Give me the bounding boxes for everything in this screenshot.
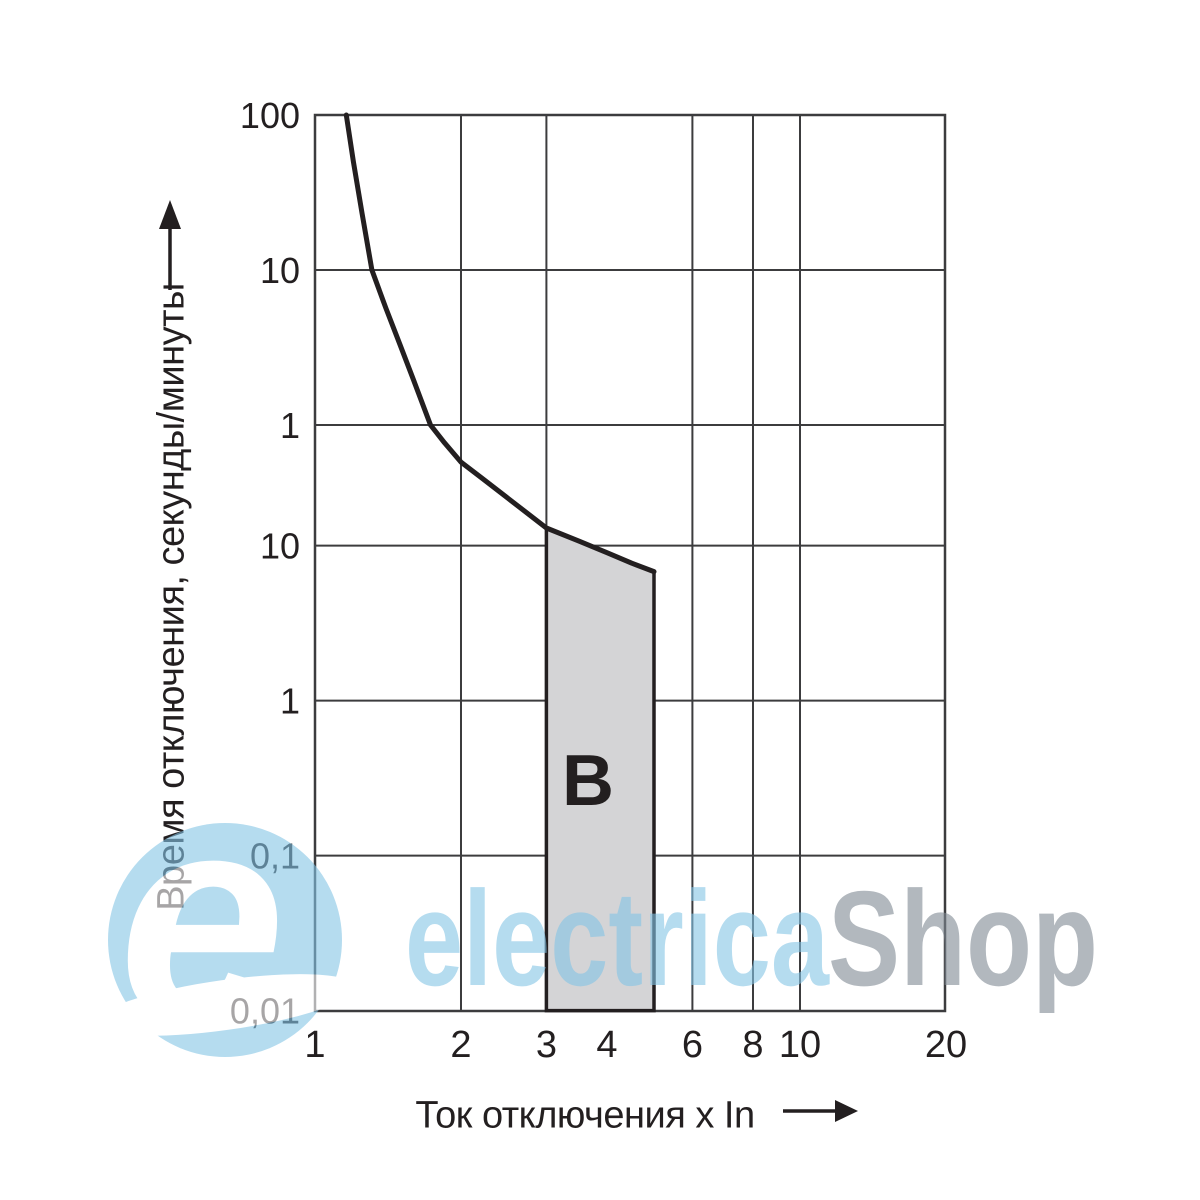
x-tick-label: 2 xyxy=(450,1024,471,1066)
region-b-label: B xyxy=(562,741,614,821)
x-tick-label: 3 xyxy=(536,1024,557,1066)
x-axis-arrowhead-icon xyxy=(835,1100,858,1122)
x-tick-label: 6 xyxy=(682,1024,703,1066)
watermark-brand-first: electrica xyxy=(405,863,830,1014)
y-tick-label: 10 xyxy=(260,526,300,567)
y-axis-title: Время отключения, секунды/минуты xyxy=(150,283,193,911)
watermark-logo-swoosh xyxy=(94,974,356,1036)
y-tick-label: 100 xyxy=(240,95,300,136)
watermark-brand-second: Shop xyxy=(828,863,1098,1014)
y-axis-arrowhead-icon xyxy=(159,200,181,229)
x-axis-title: Ток отключения x In xyxy=(415,1094,755,1137)
plot-border xyxy=(313,113,947,1013)
trip-curve xyxy=(343,112,657,575)
watermark-logo-letter: e xyxy=(119,750,286,1086)
y-tick-label: 1 xyxy=(280,681,300,722)
x-tick-label: 20 xyxy=(925,1024,967,1066)
y-tick-label: 0,1 xyxy=(250,836,300,877)
x-tick-label: 1 xyxy=(304,1024,325,1066)
y-tick-label: 10 xyxy=(260,250,300,291)
x-tick-label: 4 xyxy=(596,1024,617,1066)
watermark-logo-circle xyxy=(108,823,342,1057)
y-tick-label: 0,01 xyxy=(230,991,300,1032)
y-tick-label: 1 xyxy=(280,405,300,446)
x-tick-label: 10 xyxy=(779,1024,821,1066)
x-tick-label: 8 xyxy=(742,1024,763,1066)
